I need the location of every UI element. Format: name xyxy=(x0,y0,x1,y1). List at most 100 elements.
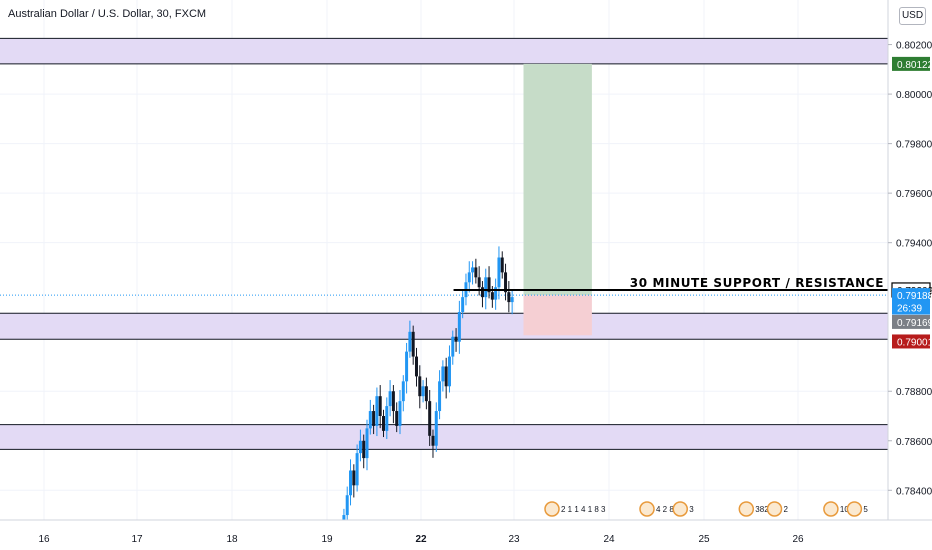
candle-body xyxy=(391,391,395,412)
event-label: 2 1 1 4 1 8 3 xyxy=(561,505,606,514)
candle-body xyxy=(477,277,481,288)
candle-body xyxy=(504,272,508,293)
chart-title: Australian Dollar / U.S. Dollar, 30, FXC… xyxy=(8,8,207,20)
candle-body xyxy=(421,386,425,397)
y-tick-label: 0.80000 xyxy=(896,90,932,101)
candle-body xyxy=(494,287,498,300)
x-tick-label: 22 xyxy=(415,534,427,545)
x-tick-label: 23 xyxy=(508,534,520,545)
candle-body xyxy=(447,356,451,387)
event-icon xyxy=(846,501,863,517)
candle-body xyxy=(395,411,399,426)
time-axis-bg xyxy=(0,520,932,550)
candle-body xyxy=(352,470,356,486)
candle-body xyxy=(414,356,418,377)
x-tick-label: 17 xyxy=(131,534,143,545)
profit-zone xyxy=(523,63,592,296)
candle-body xyxy=(378,396,382,416)
price-tag xyxy=(892,314,930,329)
candle-body xyxy=(434,411,438,446)
event-icon xyxy=(738,501,755,517)
y-tick-label: 0.79800 xyxy=(896,140,932,151)
candle-body xyxy=(490,292,494,300)
price-tag xyxy=(892,334,930,349)
y-tick-label: 0.78600 xyxy=(896,437,932,448)
event-icon xyxy=(639,501,655,517)
candle-body xyxy=(345,495,349,516)
candle-body xyxy=(431,435,435,446)
candlestick-series xyxy=(342,246,514,537)
x-tick-label: 26 xyxy=(792,534,804,545)
event-icon xyxy=(672,501,688,517)
candle-body xyxy=(418,376,422,397)
price-axis: 0.80200 0.80000 0.79800 0.79600 0.79400 0.788… xyxy=(887,0,932,550)
x-tick-label: 16 xyxy=(38,534,50,545)
candle-body xyxy=(382,416,386,431)
y-tick-label: 0.78400 xyxy=(896,486,932,497)
candle-body xyxy=(368,411,372,429)
price-tag-label: 0.80122 xyxy=(897,60,932,71)
candle-body xyxy=(457,312,461,342)
event-icon xyxy=(766,501,783,517)
candle-body xyxy=(388,391,392,407)
event-icon xyxy=(544,501,560,517)
candle-body xyxy=(444,366,448,387)
price-tag-label: 0.79188 xyxy=(897,291,932,302)
sr-annotation: 30 MINUTE SUPPORT / RESISTANCE xyxy=(629,276,884,290)
candle-body xyxy=(401,381,405,402)
candle-body xyxy=(424,386,428,402)
event-label: 4 2 8 xyxy=(656,505,674,514)
price-tag-label: 0.79001 xyxy=(897,337,932,348)
event-label: 2 xyxy=(784,505,789,514)
candle-body xyxy=(510,297,514,303)
candle-body xyxy=(497,257,501,288)
candle-body xyxy=(349,470,353,496)
candle-body xyxy=(375,396,379,426)
currency-button[interactable]: USD xyxy=(899,7,926,25)
candle-body xyxy=(428,401,432,436)
zone-fill xyxy=(0,424,888,450)
x-tick-label: 24 xyxy=(603,534,615,545)
long-position-tool xyxy=(0,63,888,336)
price-tag-label: 26:39 xyxy=(897,304,922,315)
candle-body xyxy=(411,331,415,357)
price-tag xyxy=(892,56,930,71)
candle-body xyxy=(365,428,369,459)
zone-fill xyxy=(0,38,888,64)
candle-body xyxy=(362,440,366,459)
y-tick-label: 0.79400 xyxy=(896,239,932,250)
candle-body xyxy=(408,331,412,352)
event-label: 5 xyxy=(863,505,868,514)
y-tick-label: 0.78800 xyxy=(896,387,932,398)
candle-body xyxy=(487,277,491,293)
support-resistance-zones xyxy=(0,37,888,450)
candle-body xyxy=(438,381,442,412)
time-axis: 16 17 18 19 22 23 24 25 26 xyxy=(0,519,932,550)
candle-body xyxy=(484,277,488,298)
candle-body xyxy=(385,406,389,431)
candle-body xyxy=(398,401,402,426)
candle-body xyxy=(451,336,455,357)
event-label: 3 xyxy=(689,505,694,514)
x-tick-label: 25 xyxy=(698,534,710,545)
price-axis-bg xyxy=(888,0,932,550)
candle-body xyxy=(471,267,475,273)
candle-body xyxy=(480,287,484,298)
price-tag xyxy=(892,288,930,303)
candle-body xyxy=(474,267,478,278)
zone-fill xyxy=(0,313,888,340)
candle-body xyxy=(405,351,409,382)
y-tick-label: 0.80200 xyxy=(896,41,932,52)
candle-body xyxy=(467,272,471,283)
event-icon xyxy=(823,501,839,517)
candle-body xyxy=(461,297,465,312)
candle-body xyxy=(355,453,359,486)
price-tag xyxy=(892,300,930,315)
x-tick-label: 18 xyxy=(226,534,238,545)
price-tag-label: 0.79169 xyxy=(897,318,932,329)
y-tick-label: 0.79600 xyxy=(896,189,932,200)
candle-body xyxy=(454,336,458,342)
candle-body xyxy=(500,257,504,273)
